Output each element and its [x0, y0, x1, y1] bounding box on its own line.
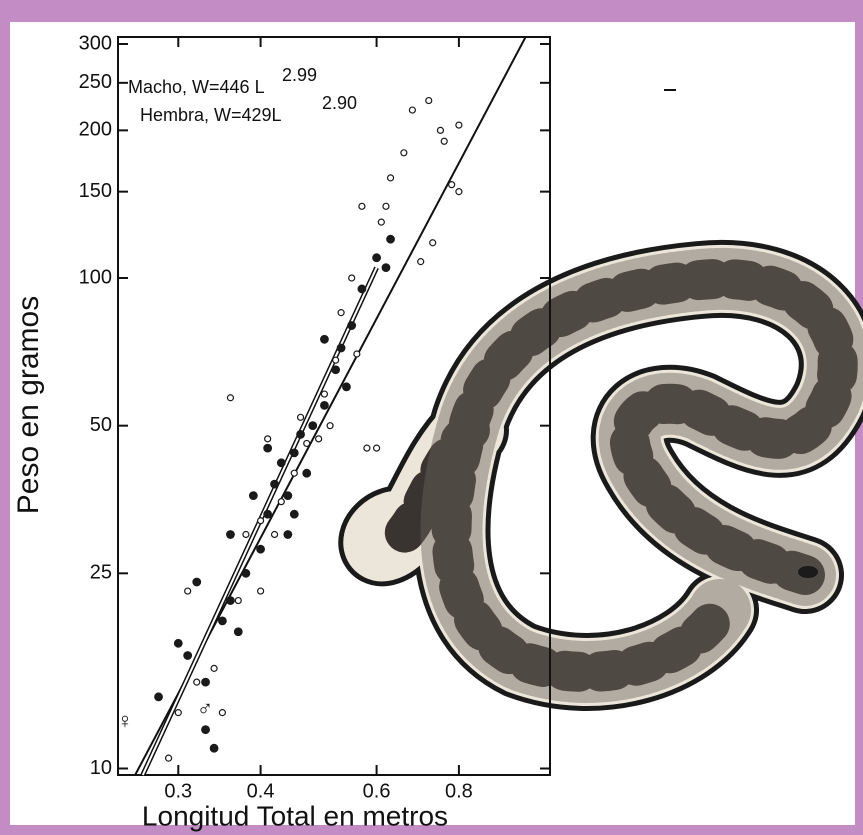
sex-symbol: ♂ [197, 696, 214, 721]
point [426, 98, 432, 104]
point [185, 588, 191, 594]
point [166, 755, 172, 761]
point [258, 588, 264, 594]
point [235, 598, 241, 604]
point [298, 414, 304, 420]
point [234, 628, 242, 636]
point [211, 665, 217, 671]
point [456, 189, 462, 195]
point [227, 395, 233, 401]
point [264, 444, 272, 452]
point [378, 219, 384, 225]
point [321, 402, 329, 410]
point [219, 617, 227, 625]
point [257, 545, 265, 553]
point [309, 422, 317, 430]
y-tick-label: 250 [79, 71, 112, 93]
point [409, 107, 415, 113]
y-tick-label: 100 [79, 266, 112, 288]
y-tick-label: 300 [79, 32, 112, 54]
point [264, 510, 272, 518]
point [456, 122, 462, 128]
x-tick-label: 0.8 [445, 780, 473, 802]
point [271, 480, 279, 488]
point [202, 678, 210, 686]
y-tick-label: 25 [90, 562, 112, 584]
x-tick-label: 0.3 [164, 780, 192, 802]
point [387, 235, 395, 243]
point [373, 254, 381, 262]
point [297, 431, 305, 439]
annotation: Macho, W=446 L [128, 77, 265, 97]
point [358, 285, 366, 293]
point [278, 499, 284, 505]
point [210, 744, 218, 752]
point [184, 652, 192, 660]
point [364, 445, 370, 451]
point [388, 175, 394, 181]
point [194, 679, 200, 685]
point [321, 335, 329, 343]
point [193, 578, 201, 586]
point [284, 492, 292, 500]
point [418, 259, 424, 265]
point [290, 449, 298, 457]
sex-symbol: ♀ [117, 708, 134, 733]
point [227, 531, 235, 539]
point [382, 264, 390, 272]
point [277, 459, 285, 467]
point [303, 469, 311, 477]
point [304, 440, 310, 446]
point [265, 436, 271, 442]
point [219, 710, 225, 716]
point [401, 150, 407, 156]
y-axis-label: Peso en gramos [12, 296, 45, 514]
annotation-exponent: 2.99 [282, 65, 317, 85]
point [354, 351, 360, 357]
point [332, 366, 340, 374]
point [290, 510, 298, 518]
y-tick-label: 50 [90, 414, 112, 436]
point [359, 203, 365, 209]
point [316, 436, 322, 442]
point [321, 391, 327, 397]
point [441, 138, 447, 144]
x-tick-label: 0.4 [247, 780, 275, 802]
point [327, 423, 333, 429]
point [437, 127, 443, 133]
point [349, 275, 355, 281]
point [243, 531, 249, 537]
annotation: Hembra, W=429L [140, 105, 282, 125]
point [348, 322, 356, 330]
point [333, 357, 339, 363]
point [449, 182, 455, 188]
point [343, 383, 351, 391]
point [155, 693, 163, 701]
point [383, 203, 389, 209]
point [174, 640, 182, 648]
x-tick-label: 0.6 [363, 780, 391, 802]
page: Peso en gramos Longitud Total en metros … [0, 0, 863, 835]
point [374, 445, 380, 451]
point [242, 570, 250, 578]
point [337, 344, 345, 352]
point [202, 726, 210, 734]
y-tick-label: 10 [90, 757, 112, 779]
point [250, 492, 258, 500]
point [338, 310, 344, 316]
y-tick-label: 200 [79, 119, 112, 141]
point [175, 710, 181, 716]
point [430, 240, 436, 246]
y-tick-label: 150 [79, 180, 112, 202]
annotation-exponent: 2.90 [322, 93, 357, 113]
point [227, 597, 235, 605]
x-axis-label: Longitud Total en metros [142, 800, 448, 831]
point [258, 518, 264, 524]
point [284, 531, 292, 539]
point [272, 531, 278, 537]
point [291, 470, 297, 476]
